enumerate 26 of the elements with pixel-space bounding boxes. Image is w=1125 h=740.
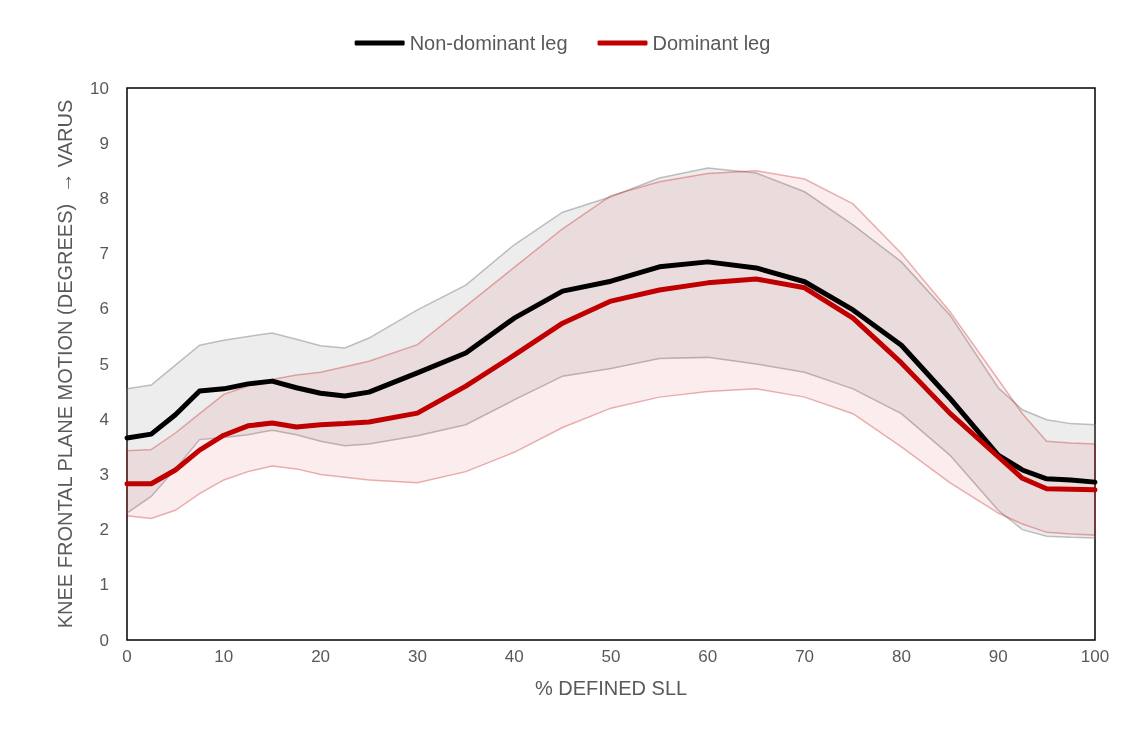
y-tick-label: 1 (99, 575, 109, 595)
y-tick-label: 8 (99, 188, 109, 208)
y-tick-label: 5 (99, 354, 109, 374)
legend-label: Dominant leg (652, 32, 771, 54)
y-tick-label: 7 (99, 244, 109, 264)
x-tick-label: 50 (601, 647, 621, 666)
x-tick-label: 30 (407, 647, 427, 666)
y-axis-title: KNEE FRONTAL PLANE MOTION (DEGREES) → VARUS (54, 99, 76, 629)
x-tick-label: 80 (891, 647, 911, 666)
x-tick-label: 90 (988, 647, 1008, 666)
x-tick-label: 40 (504, 647, 524, 666)
y-tick-label: 4 (99, 409, 109, 429)
y-tick-label: 2 (99, 520, 109, 540)
x-tick-label: 0 (122, 647, 132, 666)
y-tick-label: 10 (90, 78, 109, 98)
y-tick-label: 3 (99, 464, 109, 484)
y-tick-label: 9 (99, 133, 109, 153)
x-tick-label: 70 (795, 647, 815, 666)
x-tick-label: 60 (698, 647, 718, 666)
legend-label: Non-dominant leg (409, 32, 568, 54)
x-tick-label: 10 (214, 647, 234, 666)
x-tick-label: 100 (1080, 647, 1110, 666)
y-tick-label: 0 (99, 630, 109, 650)
x-tick-label: 20 (311, 647, 331, 666)
y-tick-label: 6 (99, 299, 109, 319)
x-axis-title: % DEFINED SLL (534, 677, 688, 699)
